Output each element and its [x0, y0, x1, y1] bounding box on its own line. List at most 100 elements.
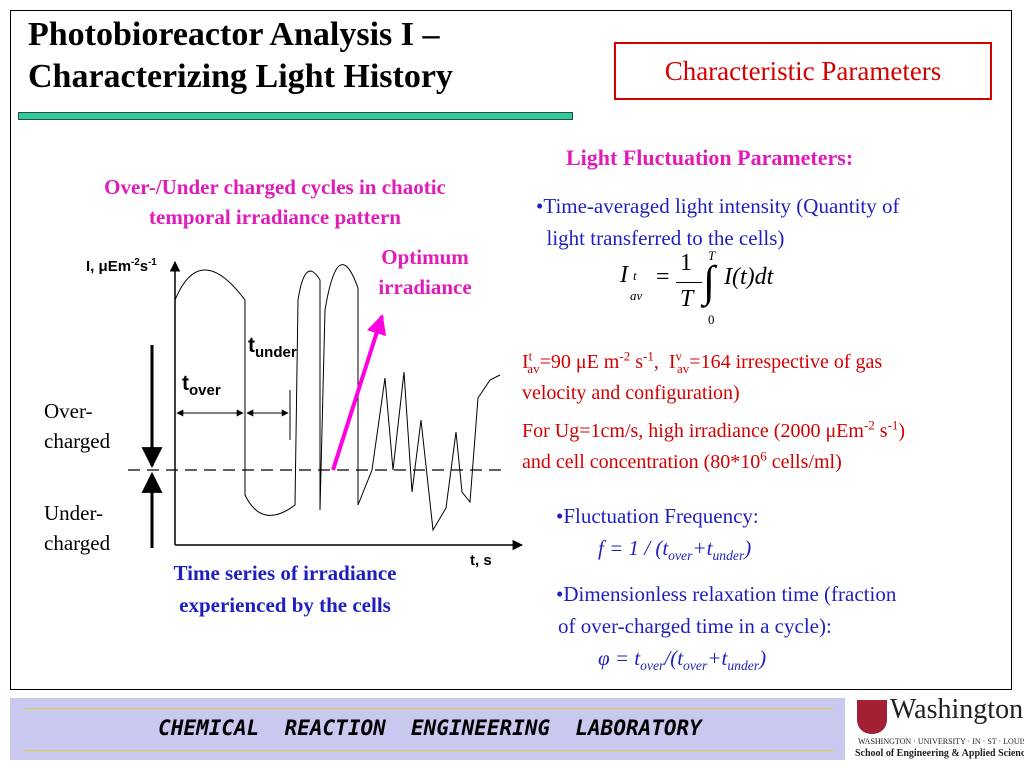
- caption-line: Time series of irradiance: [173, 561, 397, 585]
- formula-part: I(t)dt: [724, 264, 774, 290]
- formula-line: f = 1 / (tover+tunder): [598, 536, 751, 564]
- text-part: av: [677, 361, 690, 376]
- text-part: /(t: [664, 646, 684, 670]
- text-part: s: [630, 351, 643, 373]
- formula-line: φ = tover/(tover+tunder): [598, 646, 767, 674]
- over-charged-label: Over-charged: [44, 396, 110, 456]
- footer-text: CHEMICAL REACTION ENGINEERING LABORATORY: [158, 716, 702, 740]
- text-part: =164 irrespective of gas: [689, 351, 883, 373]
- footer-rule: [24, 750, 834, 751]
- label-line: charged: [44, 429, 111, 453]
- footer-rule: [24, 708, 834, 709]
- label-part: s: [139, 258, 149, 275]
- diagram-caption-bottom: Time series of irradiance experienced by …: [130, 557, 440, 621]
- text-part: ): [898, 420, 906, 442]
- text-part: s: [874, 420, 888, 442]
- label-part: t: [182, 372, 189, 395]
- text-part: cells/ml): [766, 451, 842, 473]
- text-part: over: [668, 548, 693, 564]
- text-part: -1: [643, 348, 654, 364]
- text-part: For Ug=1cm/s, high irradiance (2000 μEm: [522, 420, 864, 442]
- logo-name: Washington: [890, 694, 1024, 725]
- formula-part: t: [633, 268, 637, 283]
- text-part: av: [527, 361, 540, 376]
- frequency: •Fluctuation Frequency: f = 1 / (tover+tu…: [556, 500, 759, 564]
- label-part: over: [189, 382, 221, 400]
- logo-school: School of Engineering & Applied Science: [855, 748, 1024, 759]
- logo-university: WASHINGTON · UNIVERSITY · IN · ST · LOUI…: [858, 737, 1024, 746]
- formula-part: T: [680, 286, 694, 312]
- y-axis-label: I, μEm-2s-1: [86, 258, 157, 275]
- optimum-label: Optimum irradiance: [360, 242, 490, 302]
- text-part: v: [675, 348, 683, 364]
- caption-line: temporal irradiance pattern: [149, 205, 401, 229]
- text-part: φ = t: [598, 646, 641, 670]
- label-line: Over-: [44, 399, 93, 423]
- text-part: -2: [619, 348, 631, 364]
- t-under-label: tunder: [248, 334, 297, 362]
- formula-part: T: [708, 248, 716, 263]
- caption-line: Over-/Under charged cycles in chaotic: [104, 175, 446, 199]
- text-part: , I: [653, 351, 676, 373]
- bullet-text: •Time-averaged light intensity (Quantity…: [536, 190, 900, 254]
- optimum-arrow: [331, 314, 387, 471]
- integral-sign: ∫: [703, 257, 716, 306]
- t-over-label: tover: [182, 372, 221, 400]
- label-part: t: [248, 334, 255, 357]
- label-line: charged: [44, 531, 111, 555]
- text-line: •Dimensionless relaxation time (fraction: [556, 582, 897, 606]
- note-1: Itav=90 μE m-2 s-1, Ivav=164 irrespectiv…: [522, 347, 882, 409]
- text-part: +t: [707, 646, 728, 670]
- label-part: -1: [148, 257, 157, 268]
- under-charged-label: Under-charged: [44, 498, 110, 558]
- title: Photobioreactor Analysis I – Characterizi…: [28, 14, 453, 98]
- label-part: μEm: [98, 258, 132, 275]
- formula-part: 0: [708, 312, 715, 327]
- section-heading: Light Fluctuation Parameters:: [566, 145, 854, 170]
- diagram-caption: Over-/Under charged cycles in chaotic tem…: [40, 172, 510, 232]
- text-part: f = 1 / (t: [598, 536, 669, 560]
- text-part: 6: [760, 448, 767, 464]
- label-line: Optimum: [381, 245, 469, 269]
- text-line: •Fluctuation Frequency:: [556, 504, 759, 528]
- formula: I: [620, 262, 628, 289]
- formula-part: =: [656, 264, 670, 290]
- frame: [10, 10, 1012, 690]
- shield-logo: [857, 700, 887, 734]
- text-part: -2: [863, 417, 875, 433]
- text-part: t: [528, 348, 533, 364]
- label-line: Under-: [44, 501, 104, 525]
- text-part: under: [712, 548, 745, 564]
- text-line: light transferred to the cells): [536, 226, 785, 250]
- label-line: irradiance: [378, 275, 472, 299]
- x-axis-label: t, s: [470, 552, 492, 569]
- irradiance-curve: [174, 264, 501, 532]
- text-part: I: [522, 351, 529, 373]
- text-part: velocity and configuration): [522, 382, 740, 404]
- text-part: under: [727, 658, 760, 674]
- title-line: Photobioreactor Analysis I –: [28, 16, 440, 53]
- note-2: For Ug=1cm/s, high irradiance (2000 μEm-…: [522, 416, 905, 478]
- label-part: -2: [131, 257, 140, 268]
- text-part: over: [640, 658, 665, 674]
- box-title: Characteristic Parameters: [614, 42, 992, 100]
- relaxation: •Dimensionless relaxation time (fraction…: [556, 578, 896, 674]
- label-part: I,: [86, 258, 99, 275]
- text-part: =90 μE m: [539, 351, 620, 373]
- title-line: Characterizing Light History: [28, 58, 453, 95]
- formula-part: 1: [680, 250, 692, 276]
- formula-part: I: [620, 262, 628, 288]
- text-part: over: [683, 658, 708, 674]
- caption-line: experienced by the cells: [179, 593, 391, 617]
- text-part: and cell concentration (80*10: [522, 451, 761, 473]
- formula-part: av: [630, 288, 643, 303]
- text-line: •Time-averaged light intensity (Quantity…: [536, 194, 900, 218]
- text-part: -1: [887, 417, 899, 433]
- title-bar: [18, 112, 573, 120]
- fraction-bar: [676, 282, 702, 283]
- label-part: under: [255, 344, 297, 362]
- text-line: of over-charged time in a cycle):: [558, 614, 832, 638]
- text-part: ): [759, 646, 767, 670]
